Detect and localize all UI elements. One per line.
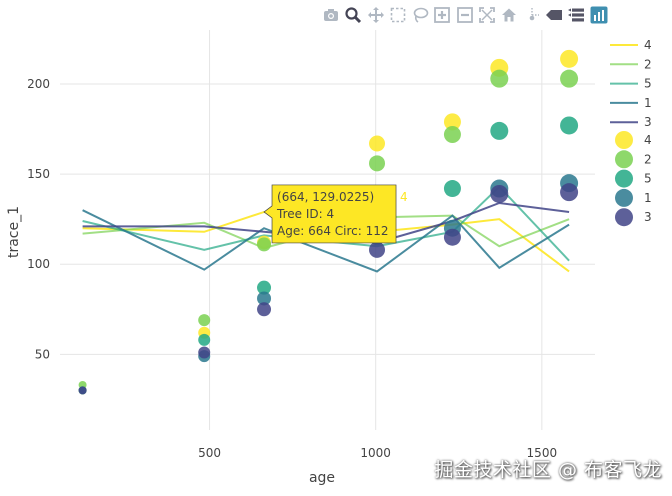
x-axis-title: age [309,470,335,486]
modebar [322,6,612,24]
zoom-icon [345,7,362,24]
hover-closest-icon [545,10,562,20]
marker-point-5[interactable] [443,180,461,198]
box-select-icon [390,7,406,23]
marker-point-3[interactable] [78,386,87,395]
x-tick-label: 1500 [527,446,558,460]
legend-marker-swatch [615,131,633,149]
marker-point-2[interactable] [198,314,211,327]
home-button[interactable] [500,6,518,24]
legend-label[interactable]: 2 [644,152,652,166]
zoom-out-button[interactable] [456,6,474,24]
box-select-button[interactable] [389,6,407,24]
tooltip-series-label: 4 [400,190,408,204]
tooltip-line: Tree ID: 4 [276,207,334,221]
line-series-1[interactable] [82,209,570,273]
marker-point-5[interactable] [490,121,509,140]
legend-label[interactable]: 3 [644,210,652,224]
legend-label[interactable]: 1 [644,96,652,110]
marker-point-5[interactable] [198,333,211,346]
y-tick-label: 150 [27,167,50,181]
marker-point-4[interactable] [369,135,386,152]
y-tick-label: 50 [35,347,50,361]
legend-marker-swatch [615,208,633,227]
marker-point-1[interactable] [257,291,272,306]
x-tick-label: 500 [198,446,221,460]
marker-point-5[interactable] [560,116,579,135]
spike-lines-icon [529,8,539,21]
pan-icon [367,7,384,23]
marker-point-3[interactable] [490,184,509,203]
legend-marker-swatch [615,188,633,207]
marker-point-3[interactable] [443,228,461,246]
legend-label[interactable]: 1 [644,191,652,205]
legend-label[interactable]: 5 [644,172,652,186]
camera-button[interactable] [322,6,340,24]
marker-point-2[interactable] [443,126,461,144]
legend-marker-swatch [615,150,633,169]
tooltip-line: (664, 129.0225) [277,190,374,204]
zoom-in-icon [434,7,451,23]
home-icon [502,8,517,22]
legend-label[interactable]: 4 [644,133,652,147]
marker-point-2[interactable] [257,237,272,252]
zoom-out-icon [456,7,473,23]
legend[interactable]: 4 2 5 1 3 4 2 5 1 3 [610,38,652,227]
autoscale-button[interactable] [478,6,496,24]
legend-label[interactable]: 2 [644,57,652,71]
y-tick-label: 100 [27,257,50,271]
lasso-select-icon [413,7,429,23]
marker-point-3[interactable] [198,346,211,359]
marker-point-2[interactable] [490,69,509,88]
y-axis-title: trace_1 [6,206,22,258]
legend-label[interactable]: 3 [644,115,652,129]
gridlines [60,30,595,430]
marker-point-2[interactable] [369,155,386,172]
tooltip-line: Age: 664 Circ: 112 [277,224,389,238]
marker-point-5[interactable] [257,280,272,295]
marker-point-3[interactable] [369,241,386,258]
watermark: 掘金技术社区 @ 布客飞龙 [434,459,662,481]
camera-icon [324,9,338,21]
zoom-in-button[interactable] [433,6,451,24]
x-axis-ticks: 500 1000 1500 [198,446,557,460]
y-axis-ticks: 50 100 150 200 [27,77,50,361]
plotly-logo-button[interactable] [590,6,608,24]
hover-compare-icon [568,8,585,22]
x-tick-label: 1000 [360,446,391,460]
hover-tooltip: (664, 129.0225) Tree ID: 4 Age: 664 Circ: … [263,184,408,244]
marker-point-4[interactable] [443,113,461,131]
pan-button[interactable] [367,6,385,24]
autoscale-icon [479,7,495,23]
lasso-select-button[interactable] [411,6,429,24]
tooltip-box [263,184,397,244]
hover-compare-button[interactable] [567,6,585,24]
hover-closest-button[interactable] [545,6,563,24]
legend-label[interactable]: 4 [644,38,652,52]
marker-point-3[interactable] [560,183,579,202]
plotly-logo-icon [590,6,608,24]
marker-point-3[interactable] [257,302,272,317]
spike-lines-button[interactable] [523,6,541,24]
marker-point-4[interactable] [560,49,579,68]
y-tick-label: 200 [27,77,50,91]
zoom-button[interactable] [344,6,362,24]
marker-point-2[interactable] [560,69,579,88]
legend-marker-swatch [615,169,633,188]
legend-label[interactable]: 5 [644,77,652,91]
